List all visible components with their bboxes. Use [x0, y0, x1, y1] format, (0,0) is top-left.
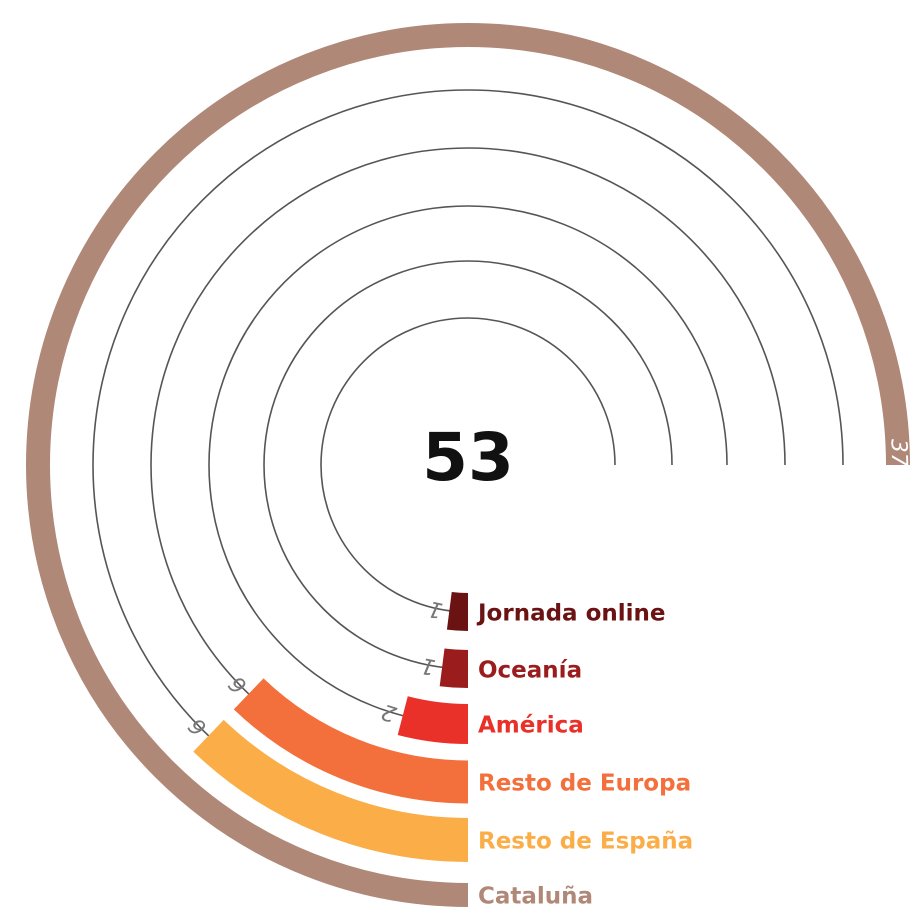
category-label: América	[478, 713, 584, 739]
value-label: 1	[419, 652, 438, 679]
total: 53	[422, 419, 514, 496]
category-label: Oceanía	[478, 658, 582, 684]
category-label: Resto de España	[478, 829, 693, 855]
category-label: Jornada online	[476, 601, 666, 627]
bar	[439, 648, 469, 688]
bar	[233, 678, 469, 804]
bar	[193, 719, 469, 862]
value-label: 2	[379, 698, 400, 726]
guide-arc	[320, 317, 616, 613]
bar	[26, 23, 910, 907]
value-label: 1	[426, 595, 445, 622]
bar	[446, 591, 469, 631]
category-label: Cataluña	[478, 884, 593, 910]
category-label: Resto de Europa	[478, 771, 691, 797]
value-label: 37	[885, 439, 911, 468]
guide-arc	[208, 205, 728, 725]
guide-arc	[263, 260, 673, 670]
bar	[397, 696, 469, 744]
